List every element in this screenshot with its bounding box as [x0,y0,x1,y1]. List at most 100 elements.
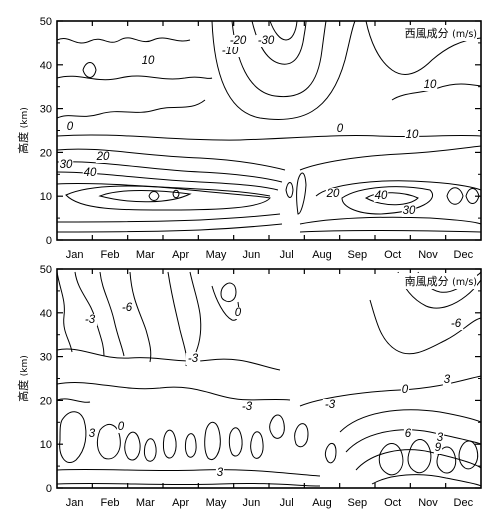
contour-label: 20 [326,188,340,200]
panel-title-name: 西風成分 [405,27,453,40]
contour-line [355,449,482,471]
contour-line [59,411,87,463]
contour-line [407,439,432,474]
contour-label: 0 [67,121,74,133]
contour-label-bg [448,318,464,330]
contour-label-bg [335,123,345,135]
x-tick-label: Sep [348,249,368,261]
contour-line [391,83,482,101]
contour-line [96,423,121,460]
contour-line [436,446,457,474]
contour-label: -20 [230,35,247,47]
contour-label-bg [401,205,417,217]
contour-labels: -6 -3 0 -3 -3 -3 -6 3 0 3 3 0 3 6 9 [82,302,464,479]
x-tick-label: Nov [418,497,438,509]
contour-label: -10 [222,45,239,57]
contour-label-bg [215,467,225,479]
contour-line [324,443,337,464]
y-tick-label: 40 [40,60,52,72]
contour-label: 3 [217,467,224,479]
contour-label-bg [403,428,413,440]
x-tick-label: Nov [418,249,438,261]
contour-labels: -10-20 -30 10 10 0 10 30 20 40 0 20 40 30 [58,35,438,217]
y-axis-label-unit: (km) [20,107,30,128]
contour-label: -6 [122,302,133,314]
contour-label: 0 [235,307,242,319]
contour-label-bg [82,167,98,179]
contour-label-bg [140,55,156,67]
contour-label: 3 [89,428,96,440]
contour-line [56,468,321,477]
contour-label-bg [325,188,341,200]
x-tick-label: Aug [312,497,332,509]
contour-label: 0 [402,384,409,396]
x-tick-label: Apr [172,497,189,509]
contour-label: -3 [85,314,96,326]
x-tick-label: Dec [454,249,474,261]
x-tick-label: Oct [384,249,401,261]
panel-title-unit: (m/s) [452,277,477,288]
contour-label: -3 [188,353,199,365]
contour-line [56,223,283,233]
contour-line [369,299,482,355]
contour-line [162,429,177,459]
contour-line [211,20,356,121]
contour-label: -6 [451,318,462,330]
contour-label: 30 [403,205,416,217]
contour-line [56,37,191,44]
contour-label-bg [433,442,443,454]
x-tick-label: Feb [101,497,120,509]
contour-label-bg [435,432,445,444]
contour-line [129,271,152,363]
x-tick-label: Jan [66,497,84,509]
contour-label-bg [116,421,126,433]
contour-label: -3 [242,401,253,413]
contour-label: 10 [406,129,419,141]
contour-label: 0 [118,421,125,433]
y-axis-label-name: 高度 [16,128,30,154]
panel-title-unit: (m/s) [452,29,477,40]
contour-label: 40 [84,167,97,179]
contour-line [56,148,286,171]
contour-line [371,474,482,487]
x-tick-label: Aug [312,249,332,261]
x-tick-label: May [206,249,227,261]
contour-line [65,185,271,211]
contour-label: 0 [337,123,344,135]
contour-label: 6 [405,428,412,440]
contour-line [56,213,281,223]
contour-label-bg [95,151,111,163]
contour-label-bg [119,302,135,314]
contour-label-bg [373,190,389,202]
contour-line [446,187,464,205]
panel-title-name: 南風成分 [405,275,453,288]
x-tick-label: Dec [454,497,474,509]
contour-label: 3 [444,374,451,386]
contour-line [189,271,202,353]
contour-line [294,423,309,448]
contour-line [56,161,283,183]
contour-line [56,134,482,141]
contour-label-bg [87,428,97,440]
contour-line [365,20,482,75]
contour-label-bg [322,399,338,411]
x-tick-label: Jul [280,497,294,509]
y-tick-label: 50 [40,16,52,28]
contour-line [56,75,213,81]
contour-label-bg [255,35,277,47]
contour-line [269,414,285,439]
panel-title-bg [385,273,477,289]
contour-label: -30 [258,35,275,47]
contour-line [56,182,271,197]
contour-line [167,271,187,367]
contour-label: 10 [424,79,437,91]
y-tick-label: 40 [40,308,52,320]
contour-label: -3 [325,399,336,411]
contour-lines [56,20,482,233]
contour-line [204,421,221,460]
contour-line [172,189,180,199]
contour-line [56,271,73,353]
y-tick-label: 10 [40,439,52,451]
